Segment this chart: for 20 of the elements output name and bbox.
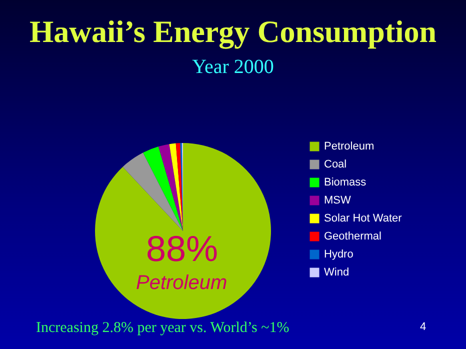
chart-title: Hawaii’s Energy Consumption [28,14,438,50]
legend-label: MSW [324,194,352,206]
legend-label: Geothermal [324,230,382,242]
text: 4 [420,321,426,333]
pie-slice [122,152,183,231]
text: Increasing 2.8% per year vs. World’s ~1% [36,320,290,337]
pie-slice [143,146,183,231]
legend-label: Petroleum [324,140,374,152]
legend-label: Solar Hot Water [324,212,402,224]
pie-slice [169,143,183,231]
text: 88% [146,228,218,270]
pie-slice [176,143,183,231]
pie-slice [95,143,271,319]
legend-label: Biomass [324,176,367,188]
legend-label: Wind [324,266,350,278]
pie-slice [158,144,183,231]
legend-label: Coal [324,158,347,170]
legend-label: Hydro [324,248,354,260]
chart-subtitle: Year 2000 [191,56,275,79]
text: Petroleum [136,272,228,295]
